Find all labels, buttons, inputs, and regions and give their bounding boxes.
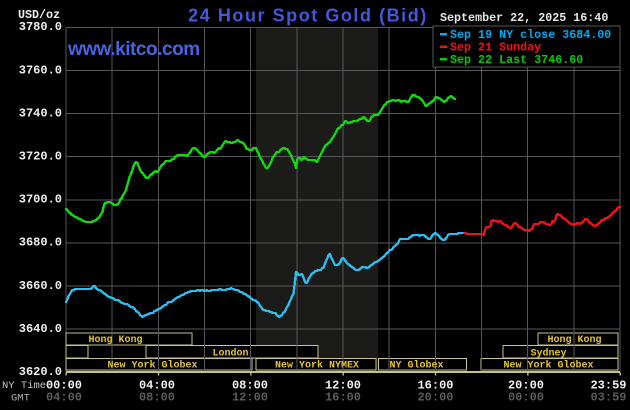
svg-text:Sep 21 Sunday: Sep 21 Sunday — [450, 40, 541, 54]
svg-text:3740.0: 3740.0 — [19, 106, 62, 120]
svg-text:04:00: 04:00 — [46, 391, 82, 405]
svg-text:00:00: 00:00 — [508, 391, 544, 405]
svg-text:NY Time: NY Time — [2, 380, 46, 392]
svg-text:3780.0: 3780.0 — [19, 20, 62, 34]
svg-text:24 Hour Spot Gold (Bid): 24 Hour Spot Gold (Bid) — [188, 6, 428, 26]
svg-text:16:00: 16:00 — [325, 391, 361, 405]
svg-text:3720.0: 3720.0 — [19, 150, 62, 164]
svg-text:08:00: 08:00 — [232, 379, 268, 393]
svg-text:3660.0: 3660.0 — [19, 279, 62, 293]
svg-text:20:00: 20:00 — [508, 379, 544, 393]
svg-text:Hong Kong: Hong Kong — [547, 335, 601, 346]
svg-text:12:00: 12:00 — [325, 379, 361, 393]
svg-text:23:59: 23:59 — [590, 379, 626, 393]
svg-text:3680.0: 3680.0 — [19, 236, 62, 250]
svg-text:September 22, 2025 16:40: September 22, 2025 16:40 — [440, 11, 608, 25]
svg-text:Sydney: Sydney — [530, 347, 566, 359]
svg-text:3640.0: 3640.0 — [19, 322, 62, 336]
svg-text:00:00: 00:00 — [46, 379, 82, 393]
svg-text:www.kitco.com: www.kitco.com — [67, 39, 200, 60]
svg-text:3620.0: 3620.0 — [19, 365, 62, 379]
svg-text:New York NYMEX: New York NYMEX — [275, 360, 359, 372]
svg-text:3760.0: 3760.0 — [19, 63, 62, 77]
svg-text:08:00: 08:00 — [139, 391, 175, 405]
svg-text:Sep 19 NY close 3684.00: Sep 19 NY close 3684.00 — [450, 28, 611, 42]
svg-text:04:00: 04:00 — [139, 379, 175, 393]
svg-text:London: London — [212, 347, 248, 359]
svg-text:GMT: GMT — [11, 393, 30, 405]
svg-text:20:00: 20:00 — [417, 391, 453, 405]
svg-text:New York Globex: New York Globex — [107, 360, 197, 372]
svg-text:12:00: 12:00 — [232, 391, 268, 405]
svg-text:NY Globex: NY Globex — [389, 360, 443, 372]
svg-text:16:00: 16:00 — [417, 379, 453, 393]
svg-text:03:59: 03:59 — [590, 391, 626, 405]
svg-text:Sep 22 Last 3746.60: Sep 22 Last 3746.60 — [450, 53, 583, 67]
svg-text:New York Globex: New York Globex — [503, 360, 593, 372]
svg-text:USD/oz: USD/oz — [18, 8, 60, 22]
svg-text:3700.0: 3700.0 — [19, 193, 62, 207]
svg-text:Hong Kong: Hong Kong — [88, 335, 142, 346]
